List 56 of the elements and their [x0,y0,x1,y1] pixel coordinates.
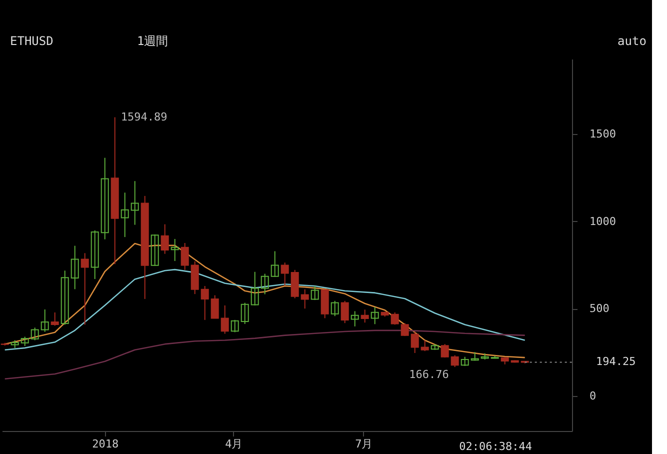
candlestick [170,238,179,262]
text: 1週間 [137,34,168,48]
y-tick-label: 500 [590,302,610,316]
candlestick [100,157,109,240]
candlestick [30,327,39,341]
candlestick [130,180,139,226]
candlestick [210,294,219,319]
candlestick [120,192,129,238]
candlestick [90,230,99,280]
text: 02:06:38:44 [459,440,532,453]
x-tick-label: 4月 [225,438,243,450]
y-tick-label: 0 [590,390,596,403]
candlestick [240,302,249,324]
candlestick [260,273,269,295]
candlestick [370,306,379,325]
candlestick [230,319,239,333]
y-tick-label: 1500 [590,127,616,140]
candlestick [40,308,49,332]
line-series [4,268,526,350]
candlestick [350,310,359,327]
annotation: 1594.89 [120,110,168,124]
candlestick [160,224,169,254]
candlestick [310,286,319,301]
ref-line-label: 194.25 [596,355,636,368]
candlestick [300,288,309,310]
line-series [4,330,526,380]
x-tick-label: 7月 [355,438,373,450]
candlestick [250,271,259,306]
candlestick [280,262,289,286]
candlestick [70,245,79,290]
candlestick [20,336,29,346]
candlestick [150,234,159,266]
candlestick [270,250,279,278]
candlestick [60,270,69,326]
candlestick [80,252,89,326]
candlestick [180,242,189,270]
candlestick [290,269,299,299]
candlestick [330,300,339,317]
candlestick [440,344,449,358]
candlestick [390,312,399,326]
candlestick [50,312,59,326]
candlestick [410,331,419,354]
candlestick [450,354,459,368]
candlestick [340,300,349,324]
y-tick-label: 1000 [590,214,616,228]
text: auto [618,34,646,48]
candlestick [400,322,409,337]
candlestick [360,309,369,324]
candlestick [200,286,209,320]
chart-title: ETHUSD [10,34,54,48]
candlestick [220,304,229,334]
candlestick [320,288,329,319]
annotation: 166.76 [409,368,449,382]
candlestick [460,356,469,366]
x-tick-label: 2018 [92,438,119,450]
candlestick [420,340,429,352]
